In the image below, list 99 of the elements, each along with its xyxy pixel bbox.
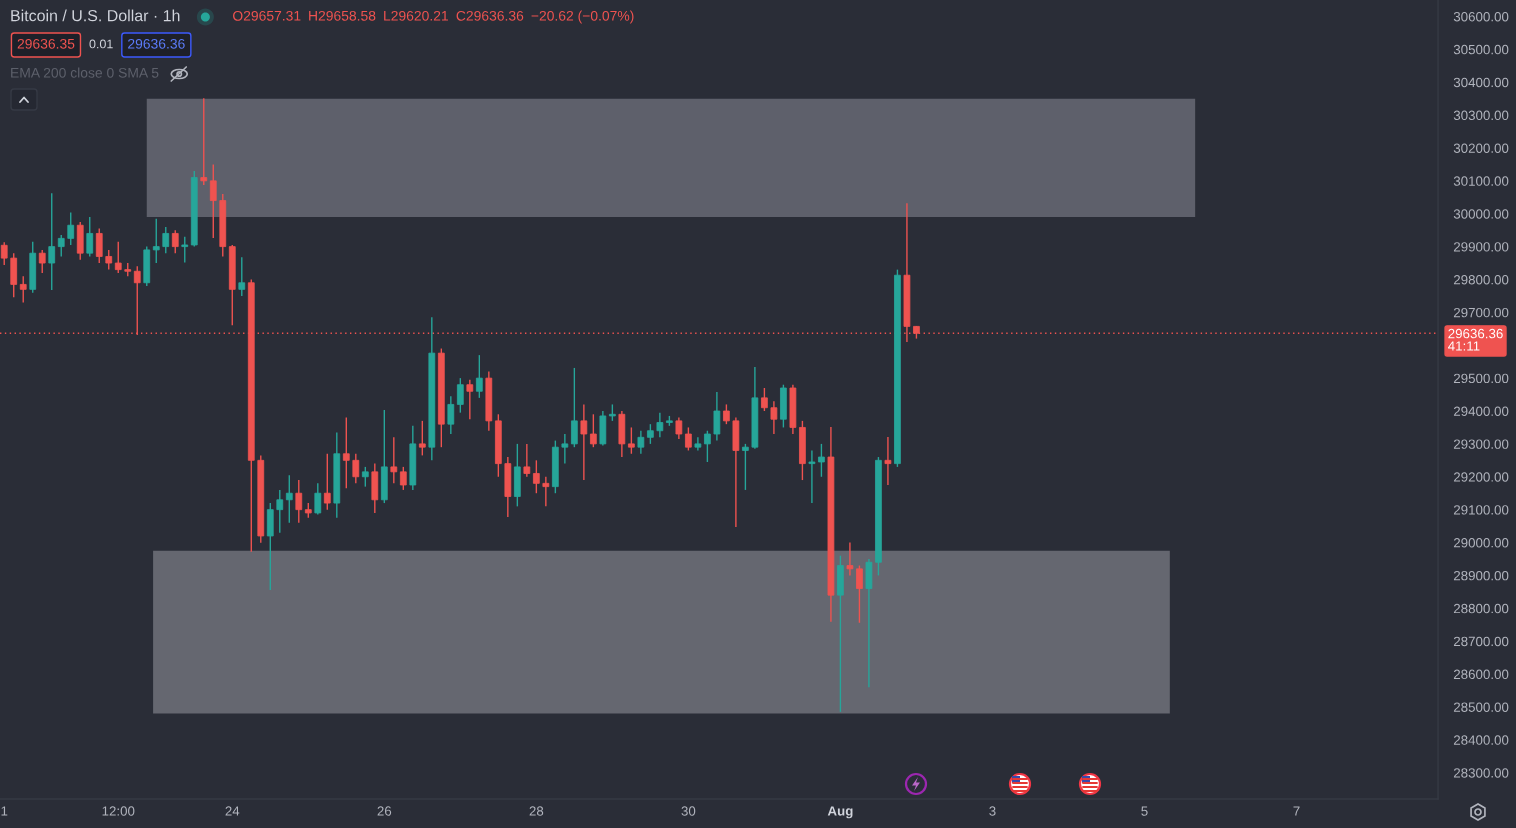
y-tick-label: 29100.00 (1453, 505, 1509, 515)
annotation: −20.62 (−0.07%) (531, 10, 634, 24)
candlestick (285, 474, 293, 524)
candlestick (742, 443, 749, 491)
x-tick-label: 5 (1141, 806, 1148, 816)
candlestick (57, 234, 65, 258)
candlestick (466, 379, 474, 420)
annotation: 29636.36 (128, 38, 185, 49)
candlestick (808, 449, 816, 504)
x-tick-label: 1 (1, 806, 8, 816)
candlestick (399, 466, 407, 491)
candlestick (238, 256, 246, 297)
candlestick (542, 476, 550, 508)
candlestick (0, 241, 8, 266)
candlestick (532, 459, 540, 494)
candlestick (209, 163, 217, 239)
y-tick-label: 30000.00 (1453, 209, 1509, 219)
x-tick-label: 28 (529, 806, 544, 816)
candlestick (276, 489, 284, 534)
candlestick (704, 430, 711, 463)
y-tick-label: 28800.00 (1453, 603, 1509, 614)
x-tick-label: 30 (681, 806, 696, 816)
y-tick-label: 28400.00 (1453, 735, 1509, 745)
annotation: O29657.31 (233, 10, 301, 21)
candlestick (418, 420, 426, 457)
y-tick-label: 29200.00 (1453, 472, 1509, 482)
y-tick-label: 29000.00 (1453, 538, 1509, 548)
candlestick (637, 430, 645, 455)
y-tick-label: 30500.00 (1453, 44, 1509, 55)
annotation: 29636.35 (17, 38, 75, 49)
candlestick (86, 216, 94, 258)
candlestick (152, 217, 160, 264)
x-tick-label: 26 (377, 806, 392, 816)
candlestick (323, 453, 331, 511)
y-tick-label: 29400.00 (1453, 406, 1509, 416)
y-tick-label: 30100.00 (1453, 176, 1509, 186)
y-tick-label: 29900.00 (1453, 242, 1509, 252)
x-tick-label: 12:00 (102, 806, 135, 816)
y-tick-label: 29500.00 (1453, 373, 1509, 384)
annotation: L29620.21 (384, 10, 448, 21)
candlestick (561, 433, 569, 465)
y-tick-label: 29800.00 (1453, 275, 1509, 285)
candlestick (295, 479, 303, 524)
candlestick (342, 416, 350, 489)
annotation: H29658.58 (309, 10, 376, 21)
y-tick-label: 29300.00 (1453, 439, 1509, 449)
y-tick-label: 30200.00 (1453, 143, 1509, 153)
y-tick-label: 28600.00 (1453, 669, 1509, 680)
candlestick (656, 411, 664, 439)
candlestick (456, 377, 464, 414)
candlestick (723, 403, 730, 425)
candlestick (675, 416, 683, 440)
annotation: C29636.36 (456, 10, 524, 21)
ref-line-label: 29636.36 41:11 (1448, 328, 1503, 351)
y-tick-label: 30600.00 (1453, 11, 1509, 22)
candlestick (361, 466, 369, 488)
candlestick (67, 211, 75, 246)
x-tick-label: 3 (989, 806, 996, 816)
candlestick (685, 426, 692, 452)
candlestick (475, 354, 483, 399)
candlestick (95, 227, 103, 264)
candlestick (181, 236, 189, 264)
candlestick (818, 443, 825, 478)
annotation: 0.01 (89, 39, 113, 49)
candlestick (114, 240, 122, 274)
candlestick (171, 229, 179, 254)
candlestick (162, 226, 170, 254)
x-tick-label: 24 (225, 806, 240, 816)
candlestick (200, 97, 208, 186)
candlestick (447, 395, 455, 435)
y-tick-label: 28900.00 (1453, 570, 1509, 581)
candlestick (589, 413, 597, 448)
candlestick (48, 192, 56, 291)
y-tick-label: 29700.00 (1453, 307, 1509, 318)
candlestick (770, 400, 778, 435)
candlestick (761, 387, 768, 412)
candlestick (523, 443, 531, 478)
candlestick (628, 426, 635, 455)
candlestick (314, 482, 322, 516)
candlestick (856, 564, 863, 624)
candlestick (570, 367, 578, 448)
y-tick-label: 28700.00 (1453, 636, 1509, 647)
candlestick (105, 249, 113, 271)
candlestick (352, 453, 360, 485)
y-tick-label: 28300.00 (1453, 768, 1509, 778)
candlestick (647, 423, 654, 445)
y-tick-label: 30300.00 (1453, 110, 1509, 121)
candlestick (390, 436, 398, 485)
candlestick (38, 249, 46, 274)
chart-title: Bitcoin / U.S. Dollar · 1h (11, 9, 180, 22)
x-tick-label: Aug (827, 806, 853, 819)
candlestick (580, 403, 588, 481)
candlestick (713, 391, 721, 442)
y-tick-label: 30400.00 (1453, 77, 1509, 88)
candlestick (19, 275, 27, 304)
candlestick (884, 436, 892, 486)
candlestick (846, 541, 854, 577)
y-tick-label: 28500.00 (1453, 702, 1509, 712)
x-tick-label: 7 (1293, 806, 1300, 816)
